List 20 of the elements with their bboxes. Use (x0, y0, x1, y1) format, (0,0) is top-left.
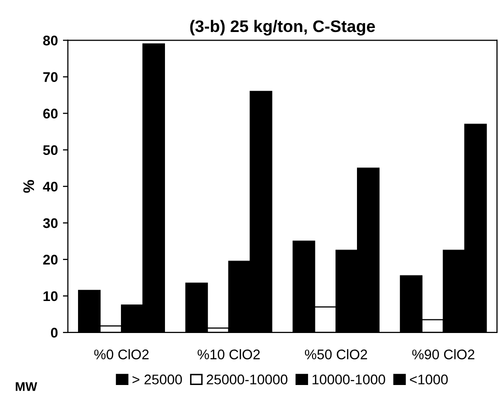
y-tick-label: 20 (43, 254, 58, 265)
x-tick-label: %0 ClO2 (94, 349, 149, 360)
legend-label: > 25000 (132, 374, 182, 384)
y-tick-label: 50 (43, 145, 58, 156)
legend-label: 25000-10000 (206, 374, 288, 384)
y-tick-label: 60 (43, 108, 58, 119)
legend-label: <1000 (410, 374, 448, 384)
x-tick-label: %50 ClO2 (304, 349, 368, 360)
legend-title: MW (16, 382, 38, 391)
legend-label: 10000-1000 (312, 374, 386, 384)
y-tick-label: 80 (43, 36, 58, 46)
y-tick-label: 40 (42, 182, 58, 192)
y-axis-title: % (23, 180, 34, 193)
x-tick-label: %10 ClO2 (198, 349, 260, 360)
y-tick-label: 0 (50, 328, 58, 338)
y-tick-label: 70 (43, 72, 58, 82)
chart-title: (3-b) 25 kg/ton, C-Stage (190, 20, 375, 36)
x-tick-label: %90 ClO2 (412, 349, 474, 360)
y-tick-label: 10 (44, 291, 58, 302)
y-tick-label: 30 (43, 218, 58, 228)
